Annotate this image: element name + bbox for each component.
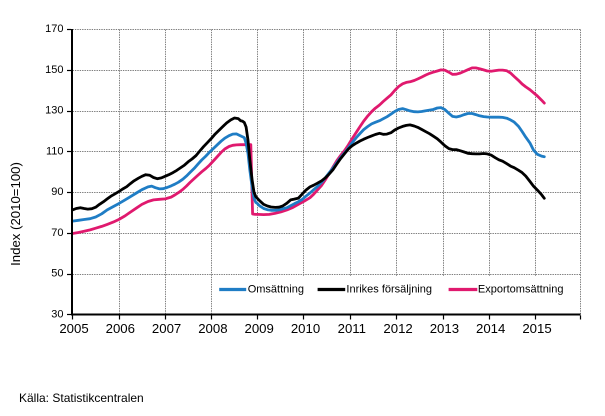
svg-text:2012: 2012	[383, 321, 412, 336]
svg-text:2011: 2011	[338, 321, 366, 336]
svg-text:2006: 2006	[106, 321, 135, 336]
svg-text:Index (2010=100): Index (2010=100)	[8, 162, 23, 266]
svg-text:2015: 2015	[522, 321, 551, 336]
svg-text:50: 50	[51, 268, 63, 280]
svg-text:2010: 2010	[291, 321, 320, 336]
svg-text:170: 170	[45, 23, 63, 35]
svg-text:2007: 2007	[152, 321, 181, 336]
svg-text:2009: 2009	[245, 321, 274, 336]
svg-text:110: 110	[46, 145, 64, 157]
svg-text:2005: 2005	[59, 321, 88, 336]
svg-text:150: 150	[45, 64, 63, 76]
svg-text:90: 90	[51, 186, 63, 198]
svg-text:130: 130	[45, 105, 63, 117]
svg-text:30: 30	[51, 308, 63, 320]
svg-text:2008: 2008	[198, 321, 227, 336]
svg-text:Exportomsättning: Exportomsättning	[478, 284, 564, 296]
svg-text:Inrikes försäljning: Inrikes försäljning	[346, 284, 432, 296]
svg-text:Omsättning: Omsättning	[248, 284, 304, 296]
svg-text:2014: 2014	[476, 321, 505, 336]
svg-text:2013: 2013	[430, 321, 459, 336]
svg-text:Källa: Statistikcentralen: Källa: Statistikcentralen	[19, 391, 144, 405]
svg-text:70: 70	[51, 227, 63, 239]
